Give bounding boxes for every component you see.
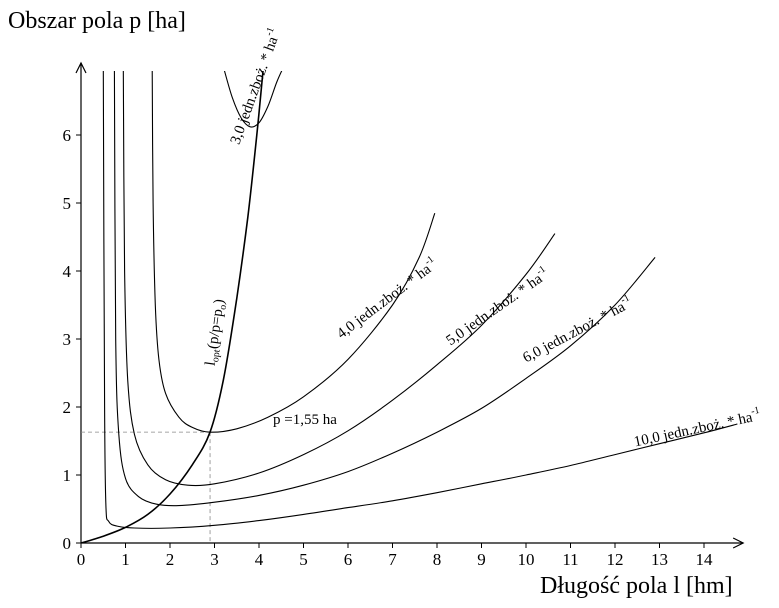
x-tick-label: 8 bbox=[433, 550, 442, 569]
x-tick-label: 10 bbox=[518, 550, 535, 569]
curve-l-opt-line bbox=[81, 71, 264, 543]
y-tick-label: 5 bbox=[63, 194, 72, 213]
x-tick-label: 11 bbox=[562, 550, 578, 569]
y-tick-label: 2 bbox=[63, 398, 72, 417]
x-tick-label: 5 bbox=[299, 550, 308, 569]
y-axis-arrow bbox=[75, 61, 87, 74]
curve-5-0-line bbox=[122, 71, 556, 487]
x-tick-label: 13 bbox=[651, 550, 668, 569]
x-tick-label: 4 bbox=[255, 550, 264, 569]
x-tick-label: 2 bbox=[166, 550, 175, 569]
curve-6-0-line bbox=[113, 71, 656, 507]
y-tick-label: 6 bbox=[63, 126, 72, 145]
curve-4-0-label: 4,0 jedn.zboż. * ha-1 bbox=[332, 254, 441, 342]
x-tick-label: 7 bbox=[388, 550, 397, 569]
curve-6-0-label: 6,0 jedn.zboż. * ha-1 bbox=[519, 292, 635, 366]
curve-3-0-line bbox=[223, 71, 283, 128]
y-tick-label: 4 bbox=[63, 262, 72, 281]
curve-10-0-line bbox=[102, 71, 738, 529]
x-tick-label: 14 bbox=[696, 550, 714, 569]
x-axis-title: Długość pola l [hm] bbox=[540, 573, 733, 599]
x-tick-label: 3 bbox=[210, 550, 219, 569]
y-tick-label: 3 bbox=[63, 330, 72, 349]
curve-5-0-label: 5,0 jedn.zboż. * ha-1 bbox=[442, 264, 553, 349]
y-axis-title: Obszar pola p [ha] bbox=[8, 8, 186, 34]
curve-l-opt-label: lopt(p/p=po) bbox=[203, 298, 230, 367]
x-tick-label: 0 bbox=[77, 550, 86, 569]
x-tick-label: 6 bbox=[344, 550, 353, 569]
curve-10-0-label: 10,0 jedn.zboż. * ha-1 bbox=[632, 405, 762, 450]
x-tick-label: 9 bbox=[477, 550, 486, 569]
x-tick-label: 12 bbox=[607, 550, 624, 569]
x-axis-arrow bbox=[732, 537, 745, 549]
annotation-p-value: p =1,55 ha bbox=[273, 412, 337, 428]
curve-4-0-line bbox=[151, 71, 436, 433]
y-tick-label: 1 bbox=[63, 466, 72, 485]
y-tick-label: 0 bbox=[63, 534, 72, 553]
x-tick-label: 1 bbox=[121, 550, 130, 569]
